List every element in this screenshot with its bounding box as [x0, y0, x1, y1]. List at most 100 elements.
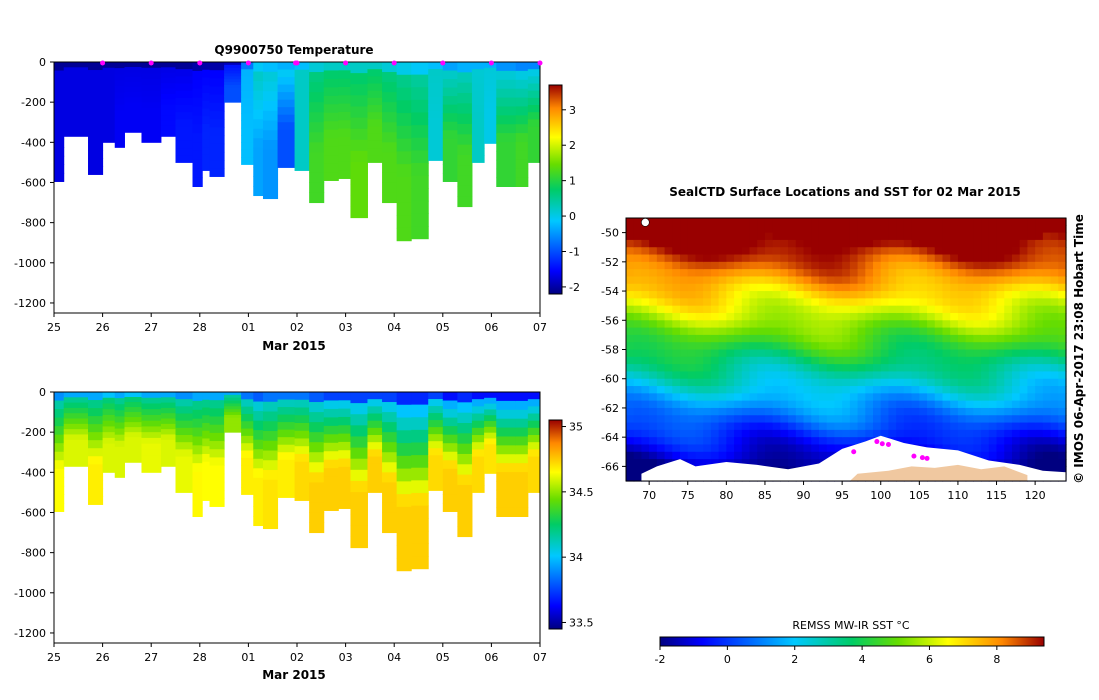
sst-cell: [873, 342, 882, 351]
sst-cell: [1050, 247, 1059, 256]
sst-cell: [672, 283, 681, 292]
sst-cell: [633, 364, 643, 373]
profile-cell: [262, 130, 279, 141]
sst-cell: [710, 254, 720, 263]
profile-cell: [141, 414, 162, 422]
colorbar-tick-label: 34.5: [569, 486, 594, 499]
sst-cell: [680, 422, 689, 431]
sst-cell: [981, 269, 990, 278]
sst-cell: [888, 320, 897, 329]
sst-cell: [641, 327, 650, 336]
sst-cell: [965, 283, 974, 292]
sst-cell: [880, 283, 890, 292]
sst-cell: [726, 334, 735, 343]
profile-cell: [141, 466, 162, 473]
profile-cell: [338, 103, 351, 113]
profile-cell: [294, 85, 310, 94]
sst-cell: [957, 225, 967, 234]
sst-cell: [919, 298, 928, 307]
sst-cell: [911, 225, 920, 234]
sst-cell: [888, 254, 897, 263]
sst-cell: [718, 254, 727, 263]
sst-cell: [927, 400, 936, 409]
sst-cell: [718, 247, 727, 256]
sst-cell: [988, 261, 998, 270]
sst-cell: [741, 334, 751, 343]
profile-cell: [253, 71, 264, 82]
sst-cell: [988, 291, 998, 299]
sst-cell: [680, 444, 689, 453]
profile-cell: [442, 443, 458, 453]
sst-cell: [880, 378, 890, 387]
profile-cell: [294, 162, 310, 171]
sst-cell: [788, 364, 797, 373]
sst-cell: [687, 364, 697, 373]
profile-cell: [224, 420, 242, 425]
profile-cell: [209, 143, 225, 153]
profile-cell: [527, 463, 541, 472]
profile-cell: [141, 437, 162, 445]
sst-cell: [927, 312, 936, 321]
profile-cell: [442, 155, 458, 165]
sst-cell: [710, 276, 720, 285]
sst-cell: [1058, 364, 1067, 373]
profile-cell: [496, 142, 517, 152]
sst-cell: [687, 305, 697, 314]
sst-cell: [757, 342, 766, 351]
sst-cell: [633, 305, 643, 314]
sst-cell: [811, 247, 820, 256]
sst-cell: [795, 298, 805, 307]
sst-cell: [1004, 291, 1013, 299]
sst-cell: [942, 342, 951, 351]
profile-cell: [224, 414, 242, 419]
map-y-tick-label: -64: [601, 431, 619, 444]
sst-cell: [757, 305, 766, 314]
profile-cell: [224, 426, 242, 430]
profile-cell: [442, 113, 458, 123]
profile-column: [160, 62, 176, 137]
sst-cell: [934, 429, 944, 438]
sst-cell: [695, 415, 704, 424]
sst-cell: [834, 429, 843, 438]
profile-cell: [367, 112, 383, 120]
sst-cell: [734, 356, 743, 365]
profile-cell: [350, 492, 368, 504]
sst-cell: [649, 429, 658, 438]
profile-cell: [338, 483, 351, 493]
profile-column: [241, 392, 254, 495]
sst-cell: [818, 261, 828, 270]
profile-cell: [209, 490, 225, 499]
profile-cell: [382, 62, 398, 73]
sst-cell: [788, 239, 797, 248]
sst-cell: [1035, 320, 1044, 329]
profile-cell: [160, 413, 176, 420]
profile-cell: [350, 150, 368, 163]
sst-cell: [896, 334, 905, 343]
sst-cell: [1035, 386, 1044, 394]
sst-cell: [1019, 225, 1029, 234]
profile-cell: [54, 502, 65, 512]
profile-cell: [367, 97, 383, 106]
profile-cell: [209, 400, 225, 409]
sst-cell: [1042, 451, 1052, 460]
profile-cell: [527, 449, 541, 458]
profile-cell: [175, 478, 194, 486]
sst-cell: [1058, 327, 1067, 336]
sst-cell: [981, 356, 990, 365]
sst-cell: [981, 342, 990, 351]
profile-cell: [527, 392, 541, 400]
sst-cell: [726, 364, 735, 373]
profile-cell: [253, 157, 264, 168]
sst-cell: [1004, 422, 1013, 431]
profile-cell: [442, 62, 458, 72]
sst-cell: [965, 378, 974, 387]
sst-cell: [788, 312, 797, 321]
sst-cell: [942, 320, 951, 329]
sst-cell: [857, 320, 866, 329]
profile-cell: [484, 455, 497, 463]
sst-cell: [656, 276, 666, 285]
profile-cell: [262, 431, 279, 442]
profile-cell: [160, 83, 176, 90]
sst-cell: [764, 232, 774, 241]
profile-cell: [323, 485, 339, 495]
